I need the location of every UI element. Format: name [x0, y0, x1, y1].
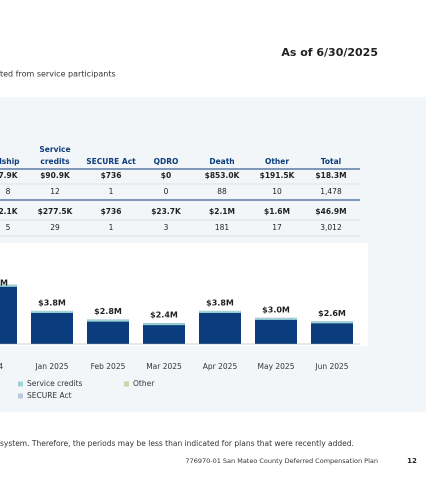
bar-top	[255, 317, 297, 320]
column-header: Other	[265, 157, 289, 166]
x-label: 024	[0, 362, 3, 371]
value-label: $3.8M	[206, 298, 234, 307]
table-cell: $1.6M	[264, 207, 290, 216]
column-header: Death	[209, 157, 234, 166]
column-header: QDRO	[154, 157, 179, 166]
column-header: SECURE Act	[86, 157, 136, 166]
bar-top	[143, 323, 185, 326]
value-label: $3.8M	[38, 298, 66, 307]
table-cell: $18.3M	[315, 171, 346, 180]
x-label: Feb 2025	[91, 362, 126, 371]
table-cell: $23.7K	[151, 207, 182, 216]
as-of: As of 6/30/2025	[281, 46, 378, 59]
bar	[31, 310, 73, 344]
legend-swatch	[18, 393, 23, 399]
column-header: dship	[0, 157, 20, 166]
legend-swatch	[124, 381, 129, 387]
table-cell: $90.9K	[40, 171, 71, 180]
table-cell: $853.0K	[205, 171, 241, 180]
bar	[0, 284, 17, 344]
table-cell: $736	[101, 171, 122, 180]
table-cell: 29	[50, 223, 60, 232]
table-cell: $736	[101, 207, 122, 216]
bar-top	[311, 321, 353, 324]
legend-label: Other	[133, 379, 155, 388]
x-label: Jan 2025	[34, 362, 68, 371]
table-cell: $46.9M	[315, 207, 346, 216]
x-label: Jun 2025	[314, 362, 348, 371]
bar-top	[87, 319, 129, 322]
table-cell: 2.1K	[0, 207, 19, 216]
value-label: $2.8M	[94, 307, 122, 316]
footnote: system. Therefore, the periods may be le…	[0, 439, 354, 448]
bar-top	[31, 310, 73, 313]
table-cell: 181	[215, 223, 230, 232]
table-cell: 17	[272, 223, 282, 232]
legend-label: Service credits	[27, 379, 83, 388]
bar	[255, 317, 297, 344]
value-label: $2.6M	[318, 309, 346, 318]
bar	[199, 310, 241, 344]
table-cell: 5	[6, 223, 11, 232]
column-header: Service credits	[39, 145, 70, 166]
bar	[87, 319, 129, 344]
table-cell: 12	[50, 187, 60, 196]
plan-name: 776970-01 San Mateo County Deferred Comp…	[185, 457, 378, 465]
bar-top	[0, 284, 17, 287]
x-label: Apr 2025	[203, 362, 238, 371]
table-cell: 3,012	[320, 223, 342, 232]
x-label: May 2025	[258, 362, 295, 371]
subtitle: ted from service participants	[0, 70, 116, 79]
table-cell: 1	[109, 187, 114, 196]
table-cell: $2.1M	[209, 207, 235, 216]
table-cell: 1	[109, 223, 114, 232]
table-cell: 3	[164, 223, 169, 232]
table-cell: 1,478	[320, 187, 342, 196]
table-cell: $191.5K	[260, 171, 296, 180]
table-cell: 8	[6, 187, 11, 196]
table-cell: 10	[272, 187, 282, 196]
bar	[143, 323, 185, 344]
legend-label: SECURE Act	[27, 391, 72, 400]
table-cell: $277.5K	[38, 207, 74, 216]
value-label: $2.4M	[150, 311, 178, 320]
page-number: 12	[407, 457, 417, 465]
table-cell: 88	[217, 187, 227, 196]
table-cell: $0	[161, 171, 171, 180]
column-header: Total	[321, 157, 342, 166]
x-label: Mar 2025	[146, 362, 182, 371]
bar-top	[199, 310, 241, 313]
legend-swatch	[18, 381, 23, 387]
value-label-partial: M	[0, 279, 8, 288]
table-cell: 0	[164, 187, 169, 196]
bar	[311, 321, 353, 344]
value-label: $3.0M	[262, 305, 290, 314]
table-cell: 7.9K	[0, 171, 19, 180]
